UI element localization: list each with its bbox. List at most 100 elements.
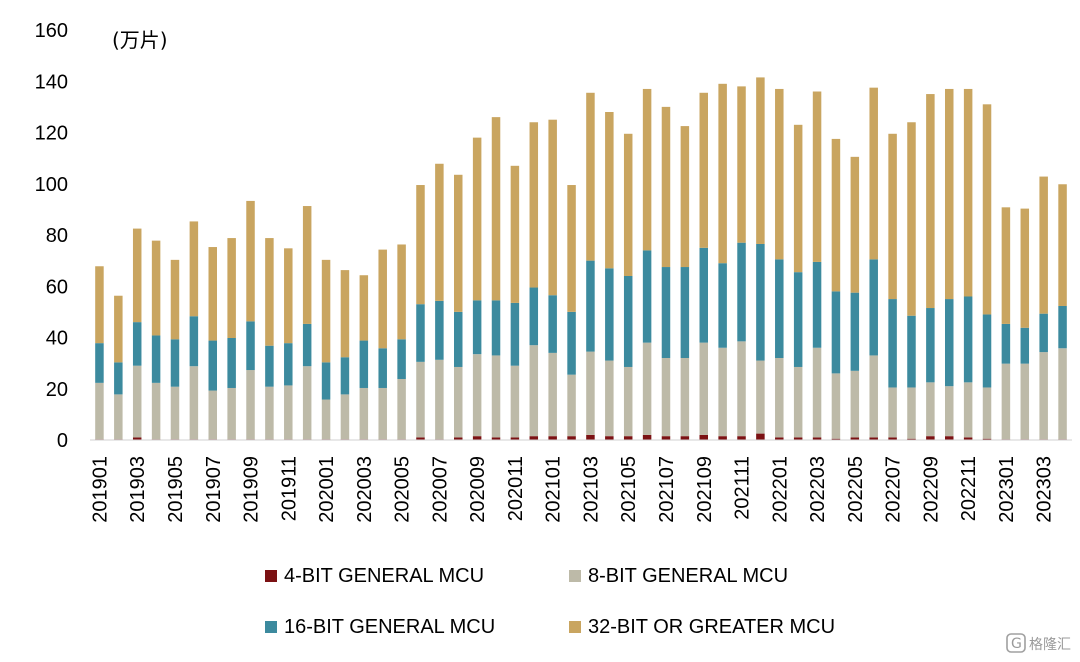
bar-segment-series-3 (926, 308, 935, 383)
bar-segment-series-4 (982, 104, 992, 315)
bar-segment-series-4 (680, 126, 690, 268)
bar-segment-series-1 (605, 436, 614, 440)
bar-segment-series-3 (246, 321, 255, 371)
bar-segment-series-4 (416, 185, 425, 305)
bar-segment-series-1 (945, 436, 954, 440)
bar-segment-series-2 (567, 374, 576, 437)
bar-segment-series-1 (416, 437, 425, 440)
bar-segment-series-4 (699, 92, 708, 248)
bar-segment-series-2 (945, 386, 954, 437)
x-tick-label: 202005 (392, 456, 414, 523)
bar-segment-series-1 (699, 434, 708, 441)
bar-segment-series-3 (397, 339, 406, 380)
unit-label: (万片) (112, 28, 168, 52)
bar-segment-series-2 (1039, 352, 1048, 440)
bar-segment-series-2 (510, 365, 520, 438)
bar-segment-series-1 (454, 437, 463, 440)
x-tick-label: 202209 (920, 456, 942, 523)
x-tick-label: 201903 (127, 456, 149, 523)
bar-segment-series-1 (718, 436, 727, 440)
bar-segment-series-3 (812, 261, 822, 348)
bar-segment-series-4 (491, 117, 501, 301)
bar-segment-series-2 (1020, 363, 1030, 440)
bar-segment-series-1 (982, 438, 992, 440)
bar-segment-series-4 (151, 240, 161, 336)
bar-segment-series-4 (963, 88, 973, 297)
x-tick-label: 202009 (467, 456, 489, 523)
bar-segment-series-1 (926, 436, 935, 440)
bar-segment-series-2 (454, 366, 463, 438)
legend-label-series-4: 32-BIT OR GREATER MCU (588, 616, 835, 638)
bar-segment-series-1 (548, 436, 557, 440)
y-tick-label: 40 (46, 328, 68, 350)
x-tick-label: 202007 (429, 456, 451, 523)
bar-segment-series-4 (907, 122, 916, 316)
bar-segment-series-3 (963, 296, 973, 383)
y-axis-tick-labels: 0 20 40 60 80 100 120 140 160 (35, 20, 68, 452)
bar-segment-series-1 (642, 434, 652, 441)
bar-segment-series-4 (378, 249, 387, 349)
bars (95, 77, 1067, 441)
bar-segment-series-2 (963, 382, 973, 438)
bar-segment-series-4 (567, 185, 576, 312)
bar-segment-series-4 (114, 295, 123, 363)
bar-segment-series-4 (321, 259, 331, 363)
bar-segment-series-3 (699, 247, 708, 343)
bar-segment-series-2 (114, 394, 123, 440)
bar-segment-series-2 (170, 386, 180, 440)
x-tick-label: 202301 (996, 456, 1018, 523)
chart-logo-glyph: G (1011, 636, 1022, 652)
bar-segment-series-4 (605, 112, 614, 269)
bar-segment-series-2 (869, 355, 878, 438)
bar-segment-series-2 (265, 386, 274, 440)
x-tick-label: 202101 (543, 456, 565, 523)
bar-segment-series-1 (775, 437, 784, 440)
x-tick-label: 202211 (958, 456, 980, 521)
bar-segment-series-3 (756, 243, 765, 361)
bar-segment-series-1 (812, 437, 822, 440)
bar-segment-series-2 (775, 358, 784, 438)
bar-segment-series-3 (170, 339, 180, 387)
bar-segment-series-1 (831, 438, 841, 440)
bar-segment-series-2 (793, 366, 803, 438)
x-tick-label: 202303 (1034, 456, 1056, 523)
bar-segment-series-1 (132, 437, 142, 440)
bar-segment-series-4 (756, 77, 765, 244)
bar-segment-series-2 (321, 399, 331, 440)
bar-segment-series-3 (1058, 305, 1067, 349)
bar-segment-series-1 (869, 437, 878, 440)
bar-segment-series-3 (623, 276, 633, 367)
bar-segment-series-2 (680, 358, 690, 437)
bar-segment-series-4 (284, 248, 293, 344)
bar-segment-series-3 (302, 323, 312, 367)
bar-segment-series-3 (945, 299, 954, 387)
bar-segment-series-2 (359, 387, 369, 440)
bar-segment-series-1 (850, 437, 860, 440)
bar-segment-series-4 (227, 238, 236, 339)
bar-segment-series-3 (491, 300, 501, 356)
bar-segment-series-2 (227, 387, 236, 440)
watermark-text: 格隆汇 (1029, 637, 1071, 653)
bar-segment-series-3 (95, 343, 104, 383)
bar-segment-series-2 (416, 361, 425, 438)
bar-segment-series-1 (737, 436, 746, 440)
bar-segment-series-4 (454, 174, 463, 312)
x-tick-label: 201911 (278, 456, 300, 521)
legend-label-series-1: 4-BIT GENERAL MCU (284, 565, 484, 587)
bar-segment-series-3 (265, 345, 274, 387)
bar-segment-series-1 (963, 437, 973, 440)
x-tick-label: 202205 (845, 456, 867, 523)
bar-segment-series-3 (472, 300, 482, 355)
bar-segment-series-2 (831, 373, 841, 439)
bar-segment-series-2 (397, 379, 406, 440)
bar-segment-series-3 (605, 268, 614, 361)
bar-segment-series-2 (491, 355, 501, 438)
bar-segment-series-3 (775, 259, 784, 358)
watermark: G 格隆汇 (1006, 633, 1071, 653)
bar-segment-series-3 (680, 267, 690, 358)
bar-segment-series-2 (378, 387, 387, 440)
bar-segment-series-3 (586, 260, 595, 352)
bar-segment-series-2 (435, 359, 444, 440)
bar-segment-series-3 (208, 340, 217, 391)
